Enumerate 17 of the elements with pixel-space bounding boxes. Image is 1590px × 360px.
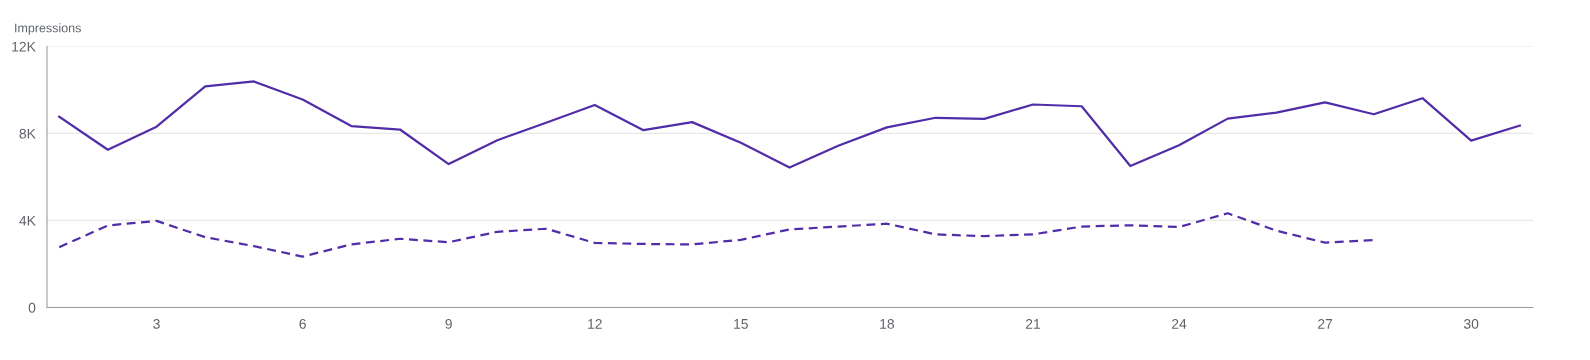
y-tick-label: 8K	[19, 128, 36, 139]
y-tick-label: 12K	[12, 41, 36, 52]
y-tick-label: 4K	[19, 215, 36, 226]
line-series	[58, 212, 1375, 258]
y-tick-label: 0	[28, 302, 36, 313]
x-tick-label: 24	[1172, 318, 1187, 329]
x-tick-label: 6	[299, 318, 306, 329]
x-tick-label: 9	[445, 318, 452, 329]
x-tick-label: 18	[880, 318, 895, 329]
x-tick-label: 27	[1318, 318, 1333, 329]
line-series	[58, 80, 1521, 169]
x-tick-label: 21	[1025, 318, 1041, 329]
y-axis-title: Impressions	[15, 23, 81, 35]
x-tick-label: 3	[153, 318, 160, 329]
x-tick-label: 12	[588, 318, 602, 329]
x-tick-label: 15	[734, 319, 748, 329]
x-tick-label: 30	[1463, 318, 1479, 329]
